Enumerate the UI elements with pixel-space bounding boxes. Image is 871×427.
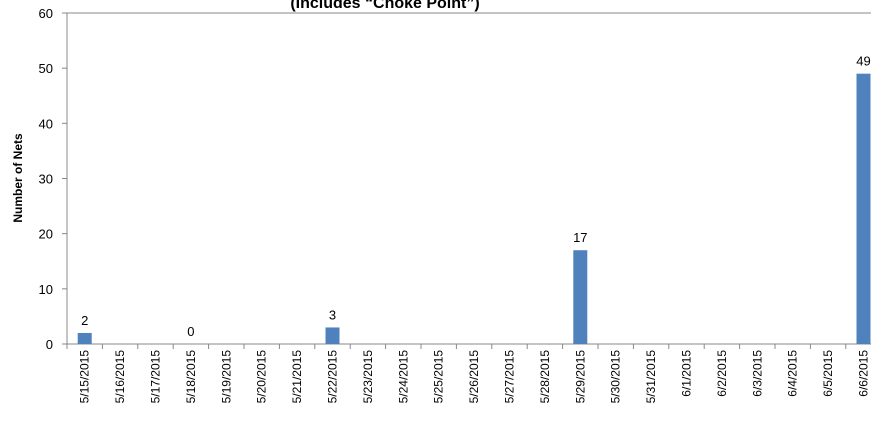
bar xyxy=(856,73,871,344)
y-axis-label: Number of Nets xyxy=(11,133,25,223)
x-tick-label: 5/23/2015 xyxy=(361,350,375,404)
x-tick-label: 6/6/2015 xyxy=(857,350,871,397)
x-tick-label: 5/28/2015 xyxy=(538,350,552,404)
x-tick-label: 6/1/2015 xyxy=(680,350,694,397)
y-tick-label: 20 xyxy=(39,227,53,242)
x-tick-label: 5/17/2015 xyxy=(149,350,163,404)
bar xyxy=(573,250,588,344)
x-tick-label: 6/2/2015 xyxy=(715,350,729,397)
x-tick-label: 6/5/2015 xyxy=(821,350,835,397)
x-tick-label: 5/25/2015 xyxy=(432,350,446,404)
data-label: 2 xyxy=(81,313,88,328)
x-tick-label: 5/18/2015 xyxy=(184,350,198,404)
y-tick-label: 50 xyxy=(39,61,53,76)
chart-title: (Includes “Choke Point”) xyxy=(290,0,479,12)
y-tick-label: 10 xyxy=(39,282,53,297)
y-tick-label: 60 xyxy=(39,6,53,21)
data-label: 3 xyxy=(329,307,336,322)
x-tick-label: 5/16/2015 xyxy=(113,350,127,404)
data-label: 0 xyxy=(187,324,194,339)
y-tick-label: 30 xyxy=(39,172,53,187)
bar xyxy=(325,327,340,344)
x-tick-label: 5/20/2015 xyxy=(255,350,269,404)
x-tick-label: 5/19/2015 xyxy=(219,350,233,404)
x-tick-label: 5/22/2015 xyxy=(326,350,340,404)
x-tick-label: 5/26/2015 xyxy=(467,350,481,404)
x-tick-label: 5/24/2015 xyxy=(396,350,410,404)
x-tick-label: 6/4/2015 xyxy=(786,350,800,397)
x-tick-label: 5/15/2015 xyxy=(78,350,92,404)
x-tick-label: 5/30/2015 xyxy=(609,350,623,404)
x-tick-label: 5/21/2015 xyxy=(290,350,304,404)
x-tick-label: 5/31/2015 xyxy=(644,350,658,404)
bar xyxy=(77,332,92,344)
x-tick-label: 5/29/2015 xyxy=(573,350,587,404)
x-tick-label: 6/3/2015 xyxy=(750,350,764,397)
x-tick-label: 5/27/2015 xyxy=(503,350,517,404)
data-label: 17 xyxy=(573,230,587,245)
data-label: 49 xyxy=(856,54,870,69)
y-tick-label: 0 xyxy=(46,337,53,352)
y-tick-label: 40 xyxy=(39,116,53,131)
